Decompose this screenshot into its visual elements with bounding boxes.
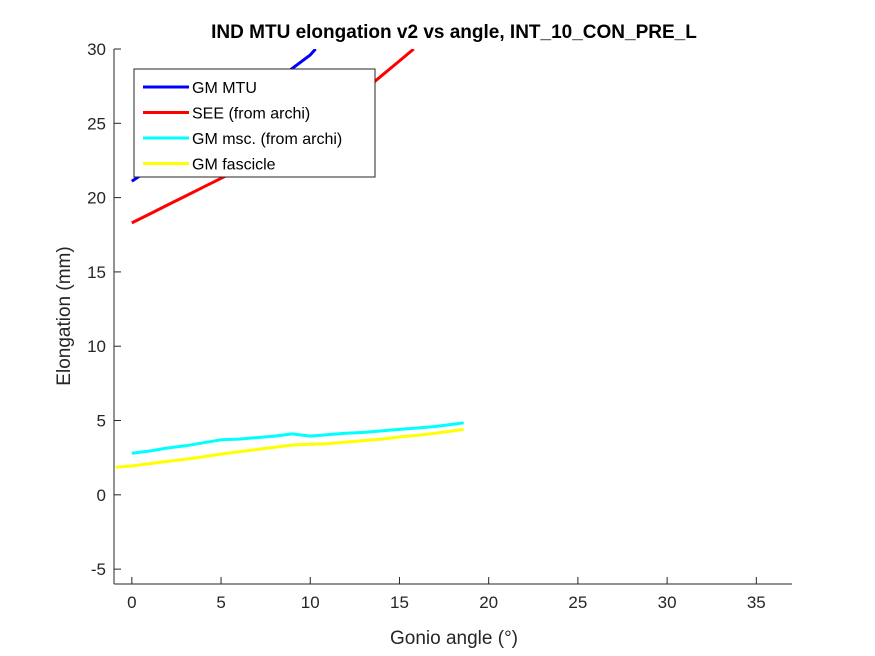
- y-tick-label: 20: [87, 189, 106, 208]
- x-tick-label: 30: [658, 593, 677, 612]
- legend-entry-label: GM msc. (from archi): [192, 131, 342, 148]
- y-tick-label: 0: [97, 486, 106, 505]
- x-axis-label: Gonio angle (°): [390, 628, 518, 649]
- y-tick-label: 30: [87, 40, 106, 59]
- chart-title: IND MTU elongation v2 vs angle, INT_10_C…: [211, 22, 697, 43]
- y-tick-label: 5: [97, 412, 106, 431]
- x-tick-label: 35: [747, 593, 766, 612]
- legend-entry-label: SEE (from archi): [192, 106, 310, 123]
- y-tick-label: 10: [87, 337, 106, 356]
- x-tick-label: 25: [568, 593, 587, 612]
- series-line-4: [115, 427, 464, 469]
- series-line-3: [131, 421, 464, 455]
- x-tick-label: 15: [390, 593, 409, 612]
- legend-entry-label: GM fascicle: [192, 157, 276, 174]
- x-tick-label: 10: [301, 593, 320, 612]
- x-tick-label: 20: [479, 593, 498, 612]
- legend-entry-label: GM MTU: [192, 80, 257, 97]
- y-axis-label: Elongation (mm): [54, 246, 75, 385]
- x-tick-label: 0: [127, 593, 136, 612]
- x-tick-label: 5: [216, 593, 225, 612]
- y-tick-label: -5: [91, 560, 106, 579]
- y-tick-label: 25: [87, 114, 106, 133]
- legend[interactable]: GM MTU SEE (from archi) GM msc. (from arch…: [133, 68, 376, 178]
- y-tick-label: 15: [87, 263, 106, 282]
- axes-layer: 0 5 10 15 20 25 30 35 -5 0 5 10 15 20 25 30: [87, 40, 792, 612]
